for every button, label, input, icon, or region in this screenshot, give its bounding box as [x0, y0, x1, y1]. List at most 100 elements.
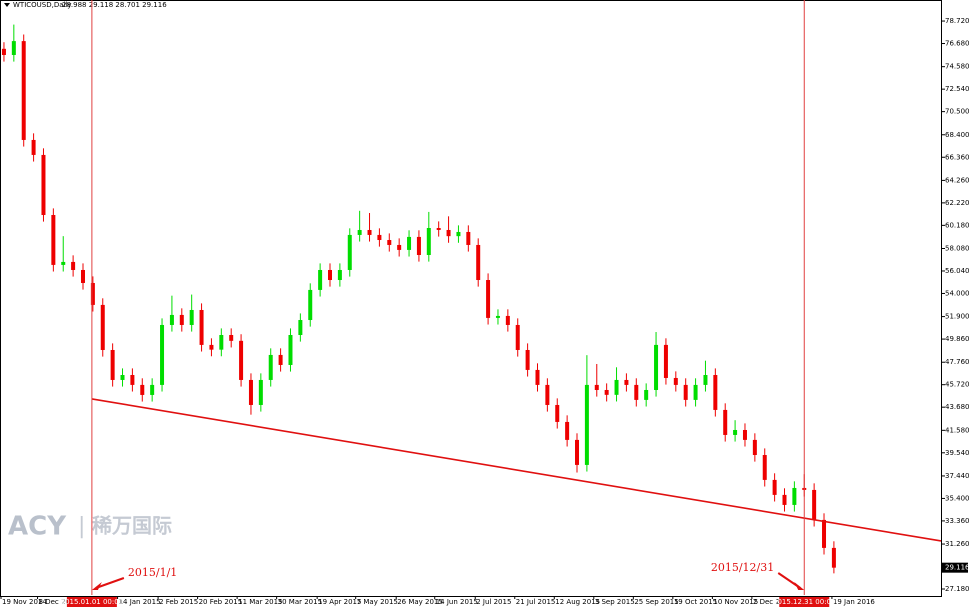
- candle-body: [248, 379, 253, 405]
- y-tick-label: 60.180: [945, 221, 970, 229]
- y-tick-label: 47.760: [945, 358, 970, 366]
- candle-body: [772, 479, 777, 495]
- candle-body: [575, 439, 580, 465]
- candle-body: [604, 389, 609, 395]
- x-tick-label: 19 Oct 2015: [674, 598, 717, 606]
- candle-body: [812, 489, 817, 520]
- y-tick-label: 78.720: [945, 17, 970, 25]
- candle-body: [337, 269, 342, 281]
- y-tick-label: 45.720: [945, 381, 970, 389]
- candle-body: [31, 139, 36, 155]
- y-tick-label: 76.680: [945, 40, 970, 48]
- candle-body: [515, 324, 520, 350]
- y-tick-label: 41.580: [945, 426, 970, 434]
- candle-body: [150, 384, 155, 395]
- candle-body: [11, 41, 16, 55]
- candle-body: [239, 340, 244, 380]
- candle-body: [268, 354, 273, 380]
- candle-body: [61, 261, 66, 265]
- candle-body: [51, 214, 56, 265]
- y-tick-label: 74.580: [945, 63, 970, 71]
- candle-body: [733, 429, 738, 435]
- arrow-head: [91, 582, 102, 590]
- candle-body: [555, 404, 560, 422]
- candle-body: [169, 314, 174, 325]
- candle-body: [80, 269, 85, 283]
- candle-body: [298, 320, 303, 336]
- candle-body: [466, 231, 471, 245]
- y-tick-label: 64.260: [945, 176, 970, 184]
- y-tick-label: 37.440: [945, 472, 970, 480]
- candle-body: [387, 240, 392, 245]
- x-tick-label: 2 Feb 2015: [159, 598, 198, 606]
- x-tick-label: 25 Sep 2015: [634, 598, 678, 606]
- x-tick-label: 30 Mar 2015: [278, 598, 322, 606]
- candle-body: [713, 375, 718, 410]
- ohlc-readout: 28.988 29.118 28.701 29.116: [62, 1, 167, 9]
- date-box: [779, 597, 830, 607]
- candle-body: [347, 234, 352, 270]
- y-tick-label: 68.400: [945, 131, 970, 139]
- y-tick-label: 58.080: [945, 244, 970, 252]
- x-tick-label: 14 Jun 2015: [436, 598, 478, 606]
- candle-body: [505, 315, 510, 325]
- candle-body: [160, 324, 165, 385]
- candle-body: [436, 227, 441, 230]
- candle-body: [41, 154, 46, 215]
- candle-body: [219, 335, 224, 350]
- candle-body: [525, 349, 530, 370]
- x-tick-label: 2 Jul 2015: [476, 598, 511, 606]
- candle-body: [120, 375, 125, 380]
- y-tick-label: 54.000: [945, 289, 970, 297]
- candle-body: [486, 280, 491, 318]
- x-tick-label: 7 May 2015: [357, 598, 398, 606]
- arrow-shaft: [95, 577, 125, 589]
- symbol: WTICOUSD,Daily: [13, 1, 72, 9]
- candle-body: [782, 494, 787, 505]
- candle-body: [367, 229, 372, 235]
- candle-body: [110, 349, 115, 380]
- candle-body: [130, 375, 135, 385]
- y-tick-label: 70.500: [945, 108, 970, 116]
- candle-body: [703, 375, 708, 385]
- price-box: [942, 562, 968, 573]
- candle-body: [308, 289, 313, 321]
- y-tick-label: 27.180: [945, 585, 970, 593]
- candle-body: [723, 409, 728, 435]
- candle-body: [663, 344, 668, 378]
- plot-frame: [0, 0, 942, 597]
- candle-body: [654, 344, 659, 390]
- candle-body: [288, 335, 293, 365]
- menu-triangle[interactable]: [4, 3, 10, 7]
- x-tick-label: 14 Jan 2015: [119, 598, 161, 606]
- x-tick-label: 20 Feb 2015: [199, 598, 243, 606]
- candle-body: [683, 384, 688, 400]
- y-tick-label: 35.400: [945, 494, 970, 502]
- candle-body: [644, 389, 649, 400]
- watermark-brand: ACY: [8, 512, 67, 542]
- candle-body: [397, 244, 402, 250]
- watermark-company: 稀万国际: [92, 514, 172, 538]
- y-tick-label: 66.360: [945, 153, 970, 161]
- candle-body: [407, 236, 412, 250]
- candle-body: [179, 314, 184, 325]
- y-tick-label: 56.040: [945, 267, 970, 275]
- candle-body: [426, 227, 431, 255]
- date-box-label: 2015.01.01 00:00: [61, 598, 123, 606]
- candle-body: [565, 421, 570, 440]
- trendline: [91, 398, 942, 542]
- x-tick-label: 2 Dec 2015: [753, 598, 793, 606]
- candle-body: [614, 379, 619, 395]
- y-tick-label: 33.360: [945, 517, 970, 525]
- price-box-label: 29.116: [945, 564, 970, 572]
- x-tick-label: 8 Dec 2014: [39, 598, 80, 606]
- candle-body: [229, 335, 234, 341]
- x-tick-label: 10 Nov 2015: [713, 598, 758, 606]
- candle-body: [624, 379, 629, 385]
- candle-body: [495, 315, 500, 318]
- x-tick-label: 3 Sep 2015: [595, 598, 635, 606]
- candle-body: [693, 384, 698, 400]
- candle-body: [762, 455, 767, 480]
- watermark-separator: |: [78, 514, 85, 539]
